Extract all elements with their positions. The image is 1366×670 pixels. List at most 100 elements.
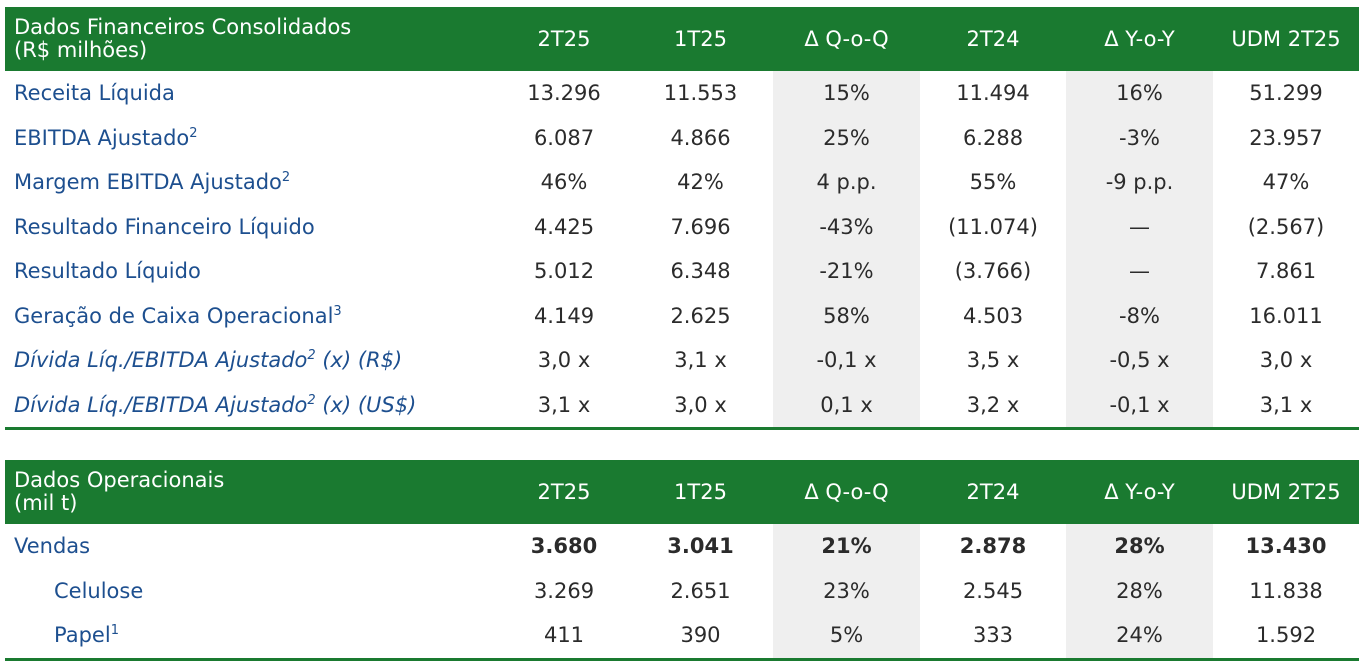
column-header: 2T24 <box>920 460 1066 524</box>
column-header: 2T24 <box>920 7 1066 71</box>
table-cell: 0,1 x <box>773 382 920 430</box>
table-cell: 58% <box>773 293 920 338</box>
table-cell: (11.074) <box>948 214 1038 239</box>
row-label-suffix: (x) (R$) <box>315 348 403 373</box>
row-label: Resultado Financeiro Líquido <box>5 205 500 250</box>
row-label-text: Vendas <box>14 534 91 559</box>
row-label-text: Receita Líquida <box>14 81 175 106</box>
table-cell: — <box>1066 204 1213 249</box>
table-row: Receita Líquida 13.296 11.553 15% 11.494 16% 5… <box>5 71 1359 116</box>
table-cell: 13.296 <box>527 81 601 106</box>
footnote-marker: 2 <box>189 125 198 141</box>
table-cell: 390 <box>628 613 773 661</box>
financial-title-line1: Dados Financeiros Consolidados <box>14 15 352 39</box>
table-cell: — <box>1066 249 1213 294</box>
footnote-marker: 2 <box>281 170 291 186</box>
row-label-text: Celulose <box>54 578 144 603</box>
column-header: Δ Q-o-Q <box>773 460 920 524</box>
operational-title-line1: Dados Operacionais <box>14 468 225 492</box>
row-label-text: Dívida Líq./EBITDA Ajustado <box>14 348 308 373</box>
table-cell: 5.012 <box>533 259 595 284</box>
row-label-suffix: (x) (US$) <box>315 392 417 417</box>
column-header: 1T25 <box>628 460 773 524</box>
financial-header-row: Dados Financeiros Consolidados (R$ milhõ… <box>5 7 1359 71</box>
row-label-text: Dívida Líq./EBITDA Ajustado <box>14 392 308 417</box>
table-cell: 7.861 <box>1255 259 1317 284</box>
table-cell: 3.680 <box>530 534 598 559</box>
column-header: UDM 2T25 <box>1213 7 1359 71</box>
footnote-marker: 3 <box>333 303 342 319</box>
footnote-marker: 2 <box>307 392 316 408</box>
table-cell: 4.425 <box>533 214 595 239</box>
table-cell: 47% <box>1262 170 1310 195</box>
operational-data-table: Dados Operacionais (mil t) 2T25 1T25 Δ Q… <box>5 460 1359 661</box>
column-header: Δ Y-o-Y <box>1066 7 1213 71</box>
table-cell: (3.766) <box>954 259 1032 284</box>
table-cell: 4.503 <box>962 303 1024 328</box>
table-cell: 333 <box>920 613 1066 661</box>
table-row: Vendas 3.680 3.041 21% 2.878 28% 13.430 <box>5 524 1359 569</box>
row-label-text: Resultado Líquido <box>14 259 201 284</box>
table-cell: 3,0 x <box>628 382 773 430</box>
row-label-text: Geração de Caixa Operacional <box>14 303 334 328</box>
row-label: Resultado Líquido <box>5 249 500 294</box>
table-cell: 3,5 x <box>966 348 1020 373</box>
row-label-text: EBITDA Ajustado <box>14 125 190 150</box>
column-header: Δ Y-o-Y <box>1066 460 1213 524</box>
table-cell: 23% <box>773 568 920 613</box>
table-cell: 2.878 <box>959 534 1027 559</box>
operational-table-title: Dados Operacionais (mil t) <box>5 460 500 524</box>
table-cell: 24% <box>1066 613 1213 661</box>
row-label-text: Margem EBITDA Ajustado <box>14 170 282 195</box>
table-cell: 6.288 <box>962 125 1024 150</box>
table-row: EBITDA Ajustado2 6.087 4.866 25% 6.288 -3% 23.… <box>5 115 1359 160</box>
table-cell: 51.299 <box>1249 81 1323 106</box>
column-header: Δ Q-o-Q <box>773 7 920 71</box>
table-row: Papel1 411 390 5% 333 24% 1.592 <box>5 613 1359 661</box>
table-cell: 3,2 x <box>920 382 1066 430</box>
row-label-text: Papel <box>54 623 111 648</box>
financial-data-table: Dados Financeiros Consolidados (R$ milhõ… <box>5 7 1359 430</box>
table-cell: 16.011 <box>1249 303 1323 328</box>
table-cell: -8% <box>1066 293 1213 338</box>
table-cell: 5% <box>773 613 920 661</box>
table-cell: 28% <box>1066 524 1213 569</box>
column-header: UDM 2T25 <box>1213 460 1359 524</box>
table-cell: 3,1 x <box>1213 382 1359 430</box>
table-cell: 11.494 <box>956 81 1030 106</box>
table-cell: 42% <box>677 170 724 195</box>
table-cell: (2.567) <box>1247 214 1325 239</box>
row-label: Receita Líquida <box>5 71 500 116</box>
table-cell: 2.625 <box>670 303 731 328</box>
row-label-text: Resultado Financeiro Líquido <box>14 214 315 239</box>
table-cell: 25% <box>773 115 920 160</box>
table-cell: -9 p.p. <box>1066 160 1213 205</box>
table-cell: 7.696 <box>670 214 731 239</box>
column-header: 2T25 <box>500 7 628 71</box>
table-cell: 11.553 <box>663 81 738 106</box>
table-cell: 4.149 <box>533 303 595 328</box>
table-cell: 55% <box>969 170 1017 195</box>
table-cell: 2.651 <box>670 578 731 603</box>
row-label: Celulose <box>5 569 500 614</box>
table-cell: 3.041 <box>667 534 734 559</box>
table-cell: 11.838 <box>1249 578 1323 603</box>
table-cell: 2.545 <box>962 578 1024 603</box>
operational-title-line2: (mil t) <box>14 491 78 515</box>
table-cell: -43% <box>773 204 920 249</box>
table-cell: 16% <box>1066 71 1213 116</box>
table-cell: 3,1 x <box>500 382 628 430</box>
row-label: Margem EBITDA Ajustado2 <box>5 160 500 205</box>
row-label: Papel1 <box>5 613 500 661</box>
table-cell: 3,1 x <box>674 348 727 373</box>
table-row: Margem EBITDA Ajustado2 46% 42% 4 p.p. 55% -9… <box>5 160 1359 205</box>
table-cell: -3% <box>1066 115 1213 160</box>
table-cell: 13.430 <box>1245 534 1327 559</box>
table-cell: 28% <box>1066 568 1213 613</box>
financial-title-line2: (R$ milhões) <box>14 38 148 62</box>
row-label: Vendas <box>5 524 500 569</box>
footnote-marker: 2 <box>307 348 316 364</box>
footnote-marker: 1 <box>110 623 119 639</box>
table-cell: 15% <box>773 71 920 116</box>
